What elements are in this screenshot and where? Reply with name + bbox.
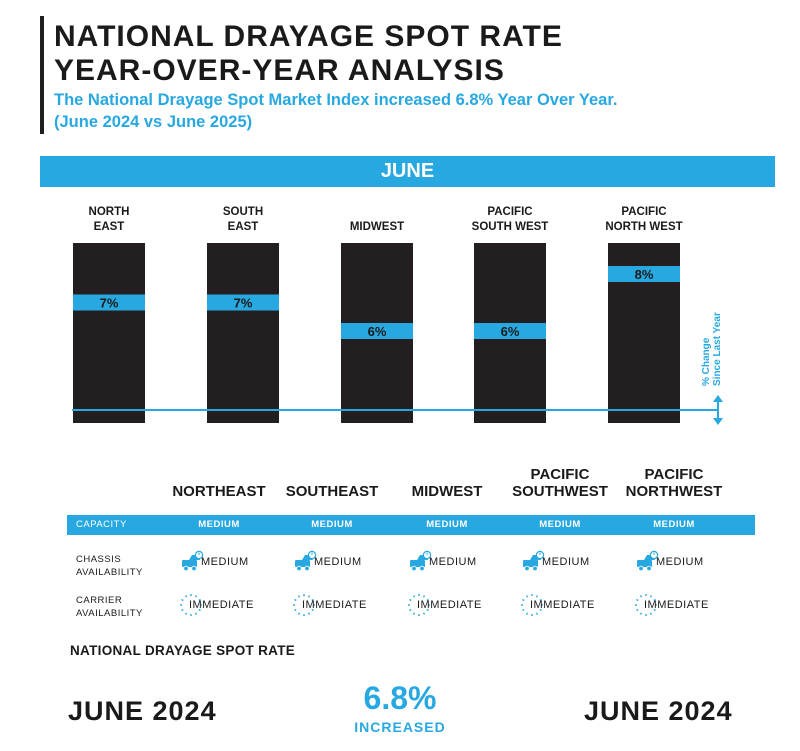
carrier-availability-cell: IMMEDIATE	[179, 593, 279, 617]
carrier-availability-value: IMMEDIATE	[302, 599, 367, 611]
chassis-row-label-line-2: AVAILABILITY	[76, 567, 143, 578]
table-column-header-line: NORTHWEST	[625, 483, 723, 500]
chassis-availability-cell: MEDIUM	[407, 550, 507, 574]
chassis-availability-value: MEDIUM	[314, 556, 362, 568]
chassis-truck-icon	[179, 550, 205, 574]
chassis-availability-value: MEDIUM	[201, 556, 249, 568]
capacity-row-bar	[67, 515, 755, 535]
chassis-truck-icon	[407, 550, 433, 574]
bar-value-label: 8%	[635, 267, 654, 282]
regional-bar-chart: 7% NORTH EAST 7% SOUTH EAST 6% MIDWEST 6% PACIFIC…	[72, 206, 723, 425]
chassis-availability-value: MEDIUM	[542, 556, 590, 568]
carrier-availability-value: IMMEDIATE	[530, 599, 595, 611]
footer-label: NATIONAL DRAYAGE SPOT RATE	[70, 643, 296, 658]
chassis-availability-cell: MEDIUM	[634, 550, 734, 574]
bar-value-band	[608, 266, 680, 282]
bar-value-band	[207, 294, 279, 311]
axis-label-line: % Change	[701, 337, 712, 386]
table-column-header-line: NORTHEAST	[172, 483, 266, 500]
carrier-availability-cell: IMMEDIATE	[634, 593, 734, 617]
table-column-header: MIDWEST	[377, 483, 517, 500]
page-title-line-1: NATIONAL DRAYAGE SPOT RATE	[54, 20, 563, 53]
carrier-row-label-line-2: AVAILABILITY	[76, 608, 143, 619]
chassis-availability-cell: MEDIUM	[520, 550, 620, 574]
carrier-row-label-line-1: CARRIER	[76, 595, 123, 606]
bar-value-label: 7%	[100, 296, 119, 311]
capacity-row-label: CAPACITY	[76, 519, 127, 530]
bar-value-band	[474, 323, 546, 339]
table-column-header: SOUTHEAST	[262, 483, 402, 500]
left-date: JUNE 2024	[68, 696, 217, 726]
bar-value-label: 6%	[368, 324, 387, 339]
axis-arrow-down	[713, 418, 723, 425]
carrier-availability-cell: IMMEDIATE	[407, 593, 507, 617]
chassis-truck-icon	[634, 550, 660, 574]
category-label: MIDWEST	[350, 221, 404, 233]
axis-label-group: % Change Since Last Year	[701, 312, 723, 386]
category-label: SOUTH	[223, 206, 263, 218]
chassis-truck-icon	[292, 550, 318, 574]
bar-value-band	[341, 323, 413, 339]
table-column-header-line: SOUTHEAST	[285, 483, 379, 500]
bar-value-label: 7%	[234, 296, 253, 311]
table-column-header-line: PACIFIC	[530, 466, 590, 483]
title-accent-bar	[40, 16, 44, 134]
bar-value-band	[73, 294, 145, 311]
axis-arrow-up	[713, 395, 723, 402]
clock-dial-icon	[407, 593, 433, 617]
clock-dial-icon	[634, 593, 660, 617]
category-label: PACIFIC	[621, 206, 666, 218]
capacity-value: MEDIUM	[539, 519, 581, 530]
chassis-availability-value: MEDIUM	[656, 556, 704, 568]
chassis-availability-cell: MEDIUM	[292, 550, 392, 574]
capacity-value: MEDIUM	[653, 519, 695, 530]
table-column-header: PACIFIC SOUTHWEST	[490, 466, 630, 500]
clock-dial-icon	[292, 593, 318, 617]
table-column-header: PACIFIC NORTHWEST	[604, 466, 744, 500]
page-title-line-2: YEAR-OVER-YEAR ANALYSIS	[54, 54, 505, 87]
category-label: NORTH	[89, 206, 130, 218]
category-label: NORTH WEST	[605, 221, 682, 233]
table-column-header: NORTHEAST	[149, 483, 289, 500]
bar-value-label: 6%	[501, 324, 520, 339]
bar	[207, 243, 279, 423]
carrier-availability-cell: IMMEDIATE	[520, 593, 620, 617]
capacity-value: MEDIUM	[198, 519, 240, 530]
carrier-availability-cell: IMMEDIATE	[292, 593, 392, 617]
category-label: PACIFIC	[487, 206, 532, 218]
right-date: JUNE 2024	[584, 696, 733, 726]
capacity-value: MEDIUM	[426, 519, 468, 530]
category-label: EAST	[228, 221, 259, 233]
table-column-header-line: SOUTHWEST	[512, 483, 608, 500]
chassis-availability-value: MEDIUM	[429, 556, 477, 568]
chassis-availability-cell: MEDIUM	[179, 550, 279, 574]
clock-dial-icon	[179, 593, 205, 617]
chassis-truck-icon	[520, 550, 546, 574]
table-column-header-line: PACIFIC	[644, 466, 704, 483]
carrier-availability-value: IMMEDIATE	[644, 599, 709, 611]
axis-label-line: Since Last Year	[712, 312, 723, 386]
carrier-availability-value: IMMEDIATE	[417, 599, 482, 611]
table-column-header-line: MIDWEST	[411, 483, 483, 500]
category-label: EAST	[94, 221, 125, 233]
change-label: INCREASED	[354, 719, 446, 735]
chassis-row-label: CHASSIS AVAILABILITY	[76, 553, 143, 579]
subtitle-line-1: The National Drayage Spot Market Index i…	[54, 91, 618, 109]
chassis-row-label-line-1: CHASSIS	[76, 554, 122, 565]
clock-dial-icon	[520, 593, 546, 617]
carrier-row-label: CARRIER AVAILABILITY	[76, 594, 143, 620]
month-banner: JUNE	[40, 156, 775, 187]
category-label: SOUTH WEST	[472, 221, 549, 233]
carrier-availability-value: IMMEDIATE	[189, 599, 254, 611]
change-value: 6.8%	[363, 680, 437, 716]
subtitle-line-2: (June 2024 vs June 2025)	[54, 113, 253, 131]
bar	[73, 243, 145, 423]
capacity-value: MEDIUM	[311, 519, 353, 530]
